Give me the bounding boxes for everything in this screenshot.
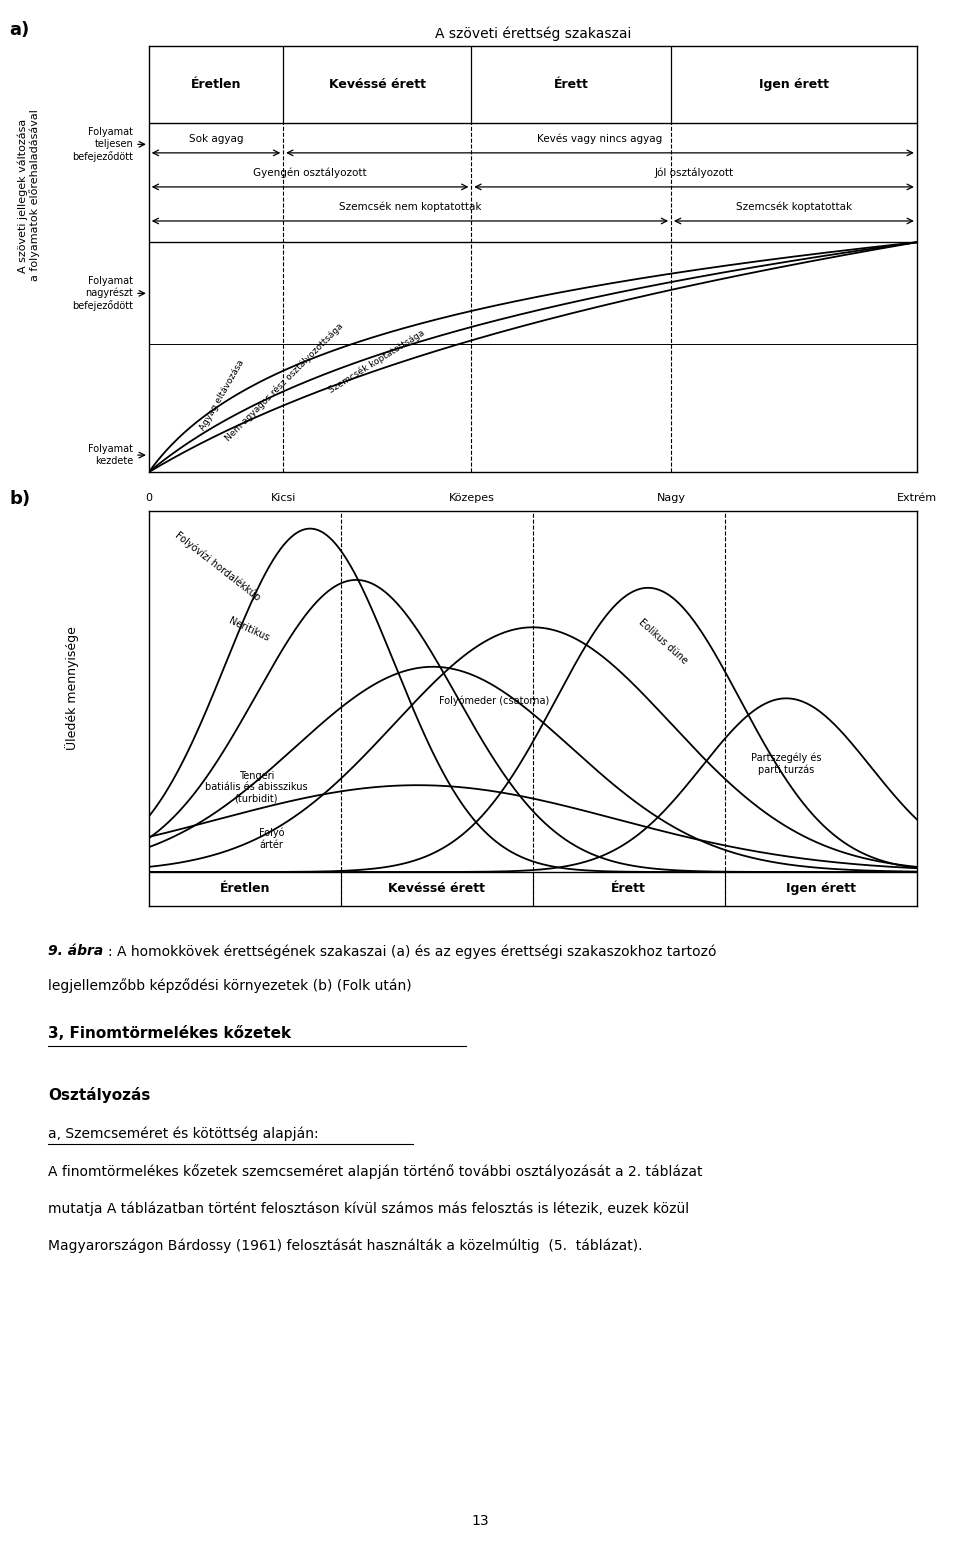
Text: Éretlen: Éretlen — [191, 79, 241, 91]
Text: Érett: Érett — [554, 79, 588, 91]
Text: Partszegély és
parti turzás: Partszegély és parti turzás — [751, 752, 822, 776]
Text: Szemcsék nem koptatottak: Szemcsék nem koptatottak — [339, 201, 481, 212]
Text: Nem agyagos rész osztályozottsága: Nem agyagos rész osztályozottsága — [223, 322, 345, 443]
Title: A szöveti érettség szakaszai: A szöveti érettség szakaszai — [435, 26, 631, 42]
Text: 13: 13 — [471, 1514, 489, 1528]
Text: 9. ábra: 9. ábra — [48, 944, 104, 958]
Text: Folyamat
teljesen
befejeződött: Folyamat teljesen befejeződött — [72, 127, 133, 161]
Text: b): b) — [10, 489, 31, 508]
Text: Jól osztályozott: Jól osztályozott — [655, 167, 733, 178]
Text: : A homokkövek érettségének szakaszai (a) és az egyes érettségi szakaszokhoz tar: : A homokkövek érettségének szakaszai (a… — [108, 944, 716, 958]
Text: Neritikus: Neritikus — [227, 616, 271, 642]
Text: Sok agyag: Sok agyag — [189, 135, 243, 144]
Text: mutatja A táblázatban történt felosztáson kívül számos más felosztás is létezik,: mutatja A táblázatban történt felosztáso… — [48, 1201, 689, 1215]
Text: Szemcsék koptatottsága: Szemcsék koptatottsága — [327, 328, 426, 395]
Text: Közepes: Közepes — [448, 494, 494, 503]
Text: a, Szemcseméret és kötöttség alapján:: a, Szemcseméret és kötöttség alapján: — [48, 1127, 319, 1141]
Text: 3, Finomtörmelékes kőzetek: 3, Finomtörmelékes kőzetek — [48, 1026, 291, 1042]
Text: 0: 0 — [145, 494, 153, 503]
Text: Tengeri
batiális és abisszikus
(turbidit): Tengeri batiális és abisszikus (turbidit… — [205, 771, 307, 803]
Text: Igen érett: Igen érett — [786, 882, 855, 895]
Text: Éretlen: Éretlen — [220, 882, 270, 895]
Text: Folyómeder (csatorna): Folyómeder (csatorna) — [440, 695, 549, 706]
Text: Üledék mennyisége: Üledék mennyisége — [65, 627, 79, 751]
Text: Kevés vagy nincs agyag: Kevés vagy nincs agyag — [538, 133, 662, 144]
Text: Extrém: Extrém — [897, 494, 937, 503]
Text: Magyarországon Bárdossy (1961) felosztását használták a közelmúltig  (5.  tábláz: Magyarországon Bárdossy (1961) felosztás… — [48, 1238, 642, 1252]
Text: Folyóvízi hordalékkúp: Folyóvízi hordalékkúp — [173, 529, 263, 602]
Text: Kevéssé érett: Kevéssé érett — [328, 79, 426, 91]
Text: Folyó
ártér: Folyó ártér — [259, 828, 284, 850]
Text: Agyag eltávozása: Agyag eltávozása — [198, 358, 246, 432]
Text: Kicsi: Kicsi — [271, 494, 296, 503]
Text: a): a) — [10, 20, 30, 39]
Text: Szemcsék koptatottak: Szemcsék koptatottak — [736, 201, 852, 212]
Text: Nagy: Nagy — [657, 494, 685, 503]
Text: A szöveti jellegek változása
a folyamatok előrehaladásával: A szöveti jellegek változása a folyamato… — [17, 110, 40, 282]
Text: Igen érett: Igen érett — [759, 79, 828, 91]
Text: Gyengén osztályozott: Gyengén osztályozott — [253, 167, 367, 178]
Text: Érett: Érett — [612, 882, 646, 895]
Text: A finomtörmelékes kőzetek szemcseméret alapján történő további osztályozását a 2: A finomtörmelékes kőzetek szemcseméret a… — [48, 1164, 703, 1180]
Text: Folyamat
nagyrészt
befejeződött: Folyamat nagyrészt befejeződött — [72, 276, 133, 311]
Text: legjellemzőbb képződési környezetek (b) (Folk után): legjellemzőbb képződési környezetek (b) … — [48, 978, 412, 994]
Text: Folyamat
kezdete: Folyamat kezdete — [88, 444, 133, 466]
Text: Eolikus düne: Eolikus düne — [637, 616, 689, 666]
Text: Osztályozás: Osztályozás — [48, 1087, 151, 1102]
Text: Kevéssé érett: Kevéssé érett — [388, 882, 486, 895]
